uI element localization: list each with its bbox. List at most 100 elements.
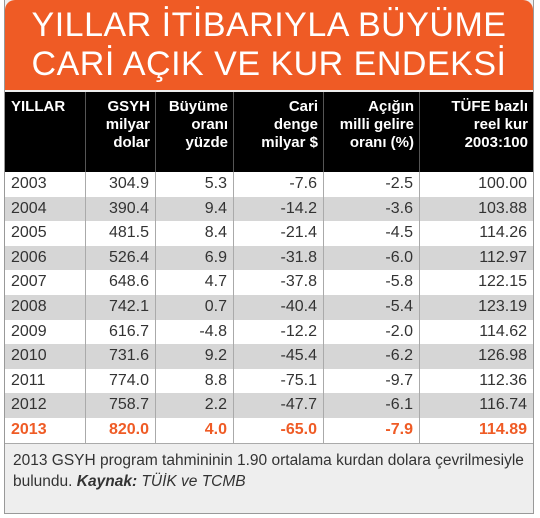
table-cell: 820.0: [85, 417, 155, 443]
table-cell: 9.2: [155, 344, 233, 369]
header-line: GSYH: [107, 98, 150, 115]
table-cell: 526.4: [85, 245, 155, 271]
header-line: oranı (%): [349, 134, 414, 151]
table-cell: -2.5: [323, 172, 419, 197]
header-line: oranı: [191, 116, 228, 133]
table-row: 2009 616.7 -4.8 -12.2 -2.0 114.62: [5, 319, 533, 345]
column-header: TÜFE bazlı reel kur 2003:100: [419, 92, 533, 172]
table-cell: 774.0: [85, 368, 155, 394]
table-cell: 114.89: [419, 417, 533, 443]
table-cell: 758.7: [85, 393, 155, 418]
table-cell: 112.36: [419, 368, 533, 394]
table-cell: 114.62: [419, 319, 533, 345]
table-cell: -7.6: [233, 172, 323, 197]
footnote: 2013 GSYH program tahmininin 1.90 ortala…: [13, 451, 524, 490]
table-cell: 4.0: [155, 417, 233, 443]
table-cell: -40.4: [233, 294, 323, 320]
header-line: milyar $: [261, 134, 318, 151]
table-cell: 304.9: [85, 172, 155, 197]
table-cell: 116.74: [419, 393, 533, 418]
table-cell: -6.2: [323, 344, 419, 369]
table-cell: -45.4: [233, 344, 323, 369]
header-line: reel kur: [473, 116, 528, 133]
column-header: Cari denge milyar $: [233, 92, 323, 172]
table-row: 2012 758.7 2.2 -47.7 -6.1 116.74: [5, 393, 533, 418]
table-cell: 112.97: [419, 245, 533, 271]
table-cell: 2010: [11, 347, 47, 365]
column-header: YILLAR: [5, 92, 85, 172]
table-cell: 123.19: [419, 294, 533, 320]
table-body: 2003 304.9 5.3 -7.6 -2.5 100.00 2004 390.4 9.4 -1…: [5, 172, 533, 444]
table-cell: -5.4: [323, 294, 419, 320]
title-line: CARİ AÇIK VE KUR ENDEKSİ: [31, 45, 507, 83]
table-cell: -65.0: [233, 417, 323, 443]
table-cell: 2006: [11, 248, 47, 266]
table-cell: -37.8: [233, 270, 323, 295]
table-row: 2011 774.0 8.8 -75.1 -9.7 112.36: [5, 368, 533, 394]
table-cell: -6.1: [323, 393, 419, 418]
column-header: GSYH milyar dolar: [85, 92, 155, 172]
table-cell: 4.7: [155, 270, 233, 295]
table-cell: -31.8: [233, 245, 323, 271]
table-row: 2005 481.5 8.4 -21.4 -4.5 114.26: [5, 221, 533, 246]
table-cell: -4.5: [323, 221, 419, 246]
header-line: 2003:100: [464, 134, 528, 151]
table-cell: -5.8: [323, 270, 419, 295]
table-cell: 390.4: [85, 196, 155, 222]
header-line: yüzde: [185, 134, 228, 151]
table-cell: 2012: [11, 396, 47, 414]
table-cell: -7.9: [323, 417, 419, 443]
table-cell: -6.0: [323, 245, 419, 271]
table-cell: 616.7: [85, 319, 155, 345]
table-cell: -75.1: [233, 368, 323, 394]
table-row: 2010 731.6 9.2 -45.4 -6.2 126.98: [5, 344, 533, 369]
infographic: YILLAR İTİBARIYLA BÜYÜME CARİ AÇIK VE KU…: [4, 0, 534, 514]
table-cell: 2013: [11, 420, 47, 438]
table-cell: 2005: [11, 224, 47, 242]
table-cell: 126.98: [419, 344, 533, 369]
table-cell: 2011: [11, 371, 46, 389]
title-banner: YILLAR İTİBARIYLA BÜYÜME CARİ AÇIK VE KU…: [5, 0, 533, 90]
header-line: denge: [273, 116, 318, 133]
table-cell: -14.2: [233, 196, 323, 222]
header-line: Cari: [288, 98, 318, 115]
table-cell: -12.2: [233, 319, 323, 345]
table-cell: 100.00: [419, 172, 533, 197]
table-row: 2006 526.4 6.9 -31.8 -6.0 112.97: [5, 245, 533, 271]
column-header: Büyüme oranı yüzde: [155, 92, 233, 172]
table-cell: 731.6: [85, 344, 155, 369]
table-cell: 742.1: [85, 294, 155, 320]
table-cell: 2.2: [155, 393, 233, 418]
header-line: milli gelire: [339, 116, 414, 133]
table-cell: 2008: [11, 297, 47, 315]
table-cell: 103.88: [419, 196, 533, 222]
table-row: 2013 820.0 4.0 -65.0 -7.9 114.89: [5, 417, 533, 443]
table-cell: -4.8: [155, 319, 233, 345]
table-cell: 2007: [11, 273, 47, 291]
table-cell: 481.5: [85, 221, 155, 246]
table-cell: 8.4: [155, 221, 233, 246]
table-cell: 8.8: [155, 368, 233, 394]
table-cell: -9.7: [323, 368, 419, 394]
table-cell: 648.6: [85, 270, 155, 295]
header-line: Açığın: [368, 98, 414, 115]
table-cell: -47.7: [233, 393, 323, 418]
header-line: Büyüme: [168, 98, 228, 115]
source-label: Kaynak:: [76, 472, 138, 490]
header-line: YILLAR: [11, 98, 66, 115]
table-cell: 2003: [11, 175, 47, 192]
source: TÜİK ve TCMB: [141, 472, 246, 490]
table-cell: 0.7: [155, 294, 233, 320]
table-row: 2003 304.9 5.3 -7.6 -2.5 100.00: [5, 172, 533, 197]
table-cell: 6.9: [155, 245, 233, 271]
table-cell: -21.4: [233, 221, 323, 246]
table-cell: 122.15: [419, 270, 533, 295]
footer: 2013 GSYH program tahmininin 1.90 ortala…: [5, 444, 533, 498]
table-cell: -2.0: [323, 319, 419, 345]
column-header: Açığın milli gelire oranı (%): [323, 92, 419, 172]
table-cell: 2004: [11, 199, 47, 217]
table-cell: 114.26: [419, 221, 533, 246]
table-cell: -3.6: [323, 196, 419, 222]
title-line: YILLAR İTİBARIYLA BÜYÜME: [31, 6, 507, 44]
table-header: YILLAR GSYH milyar dolar Büyüme oranı yüzde Car…: [5, 92, 533, 172]
